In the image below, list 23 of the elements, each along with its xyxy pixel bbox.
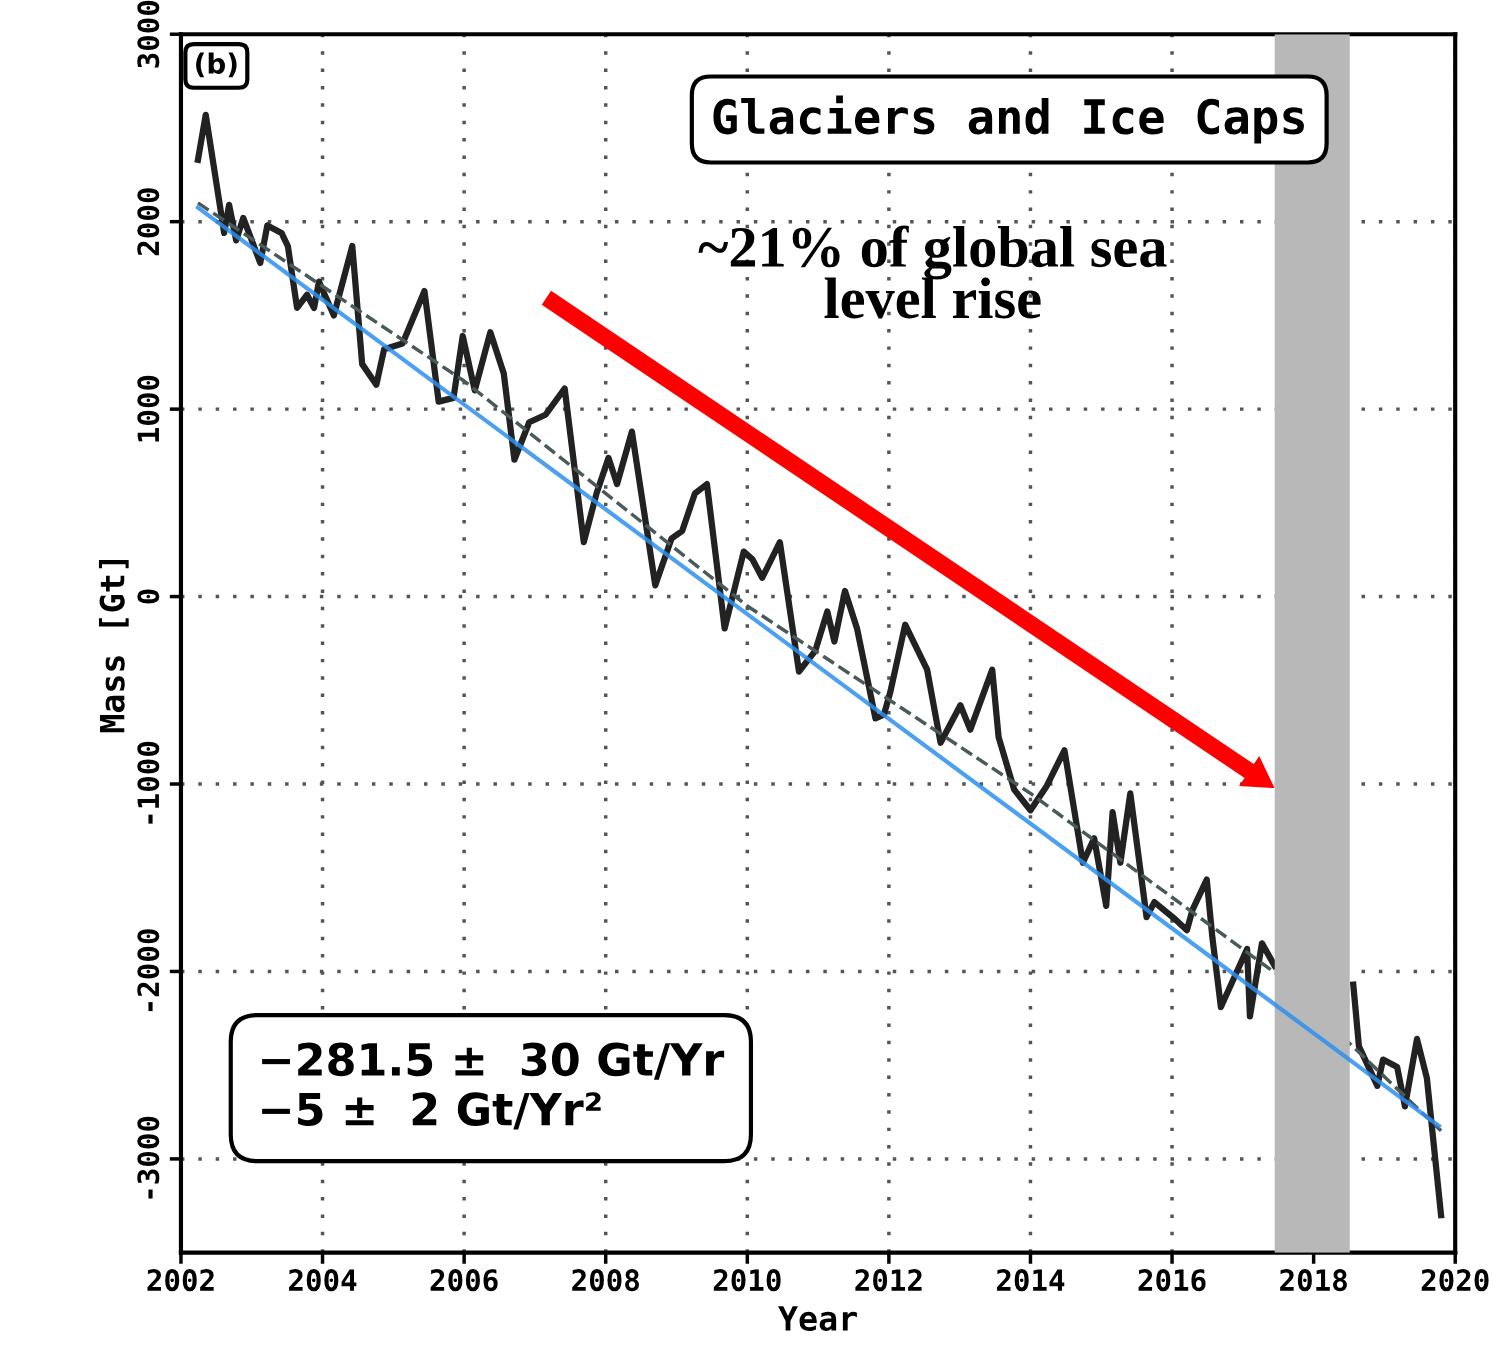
annotation: −281.5 ± 30 Gt/Yr −5 ± 2 Gt/Yr² [262, 1042, 725, 1130]
x-tick-label: 2018 [1280, 1269, 1347, 1292]
x-tick-label: 2016 [1138, 1269, 1206, 1292]
y-tick-label: 0 [137, 589, 160, 604]
y-tick-label: -2000 [137, 929, 160, 1012]
x-tick-label: 2008 [572, 1269, 639, 1292]
annotation: (b) [196, 52, 237, 78]
x-tick-label: 2020 [1421, 1269, 1489, 1292]
y-axis-title: Mass [Gt] [98, 559, 129, 733]
x-axis-title: Year [778, 1306, 857, 1331]
x-tick-label: 2006 [430, 1269, 498, 1292]
x-tick-label: 2012 [855, 1269, 922, 1292]
x-tick-label: 2014 [996, 1269, 1065, 1292]
x-tick-label: 2004 [289, 1269, 357, 1292]
y-tick-label: 3000 [137, 0, 160, 68]
y-tick-label: 2000 [137, 188, 160, 256]
y-tick-label: 1000 [137, 375, 160, 442]
annotation: ~21% of global sea level rise [698, 225, 1167, 319]
y-tick-label: -3000 [137, 1116, 160, 1199]
x-tick-label: 2010 [713, 1269, 781, 1292]
y-tick-label: -1000 [137, 741, 160, 824]
annotation: Glaciers and Ice Caps [713, 95, 1304, 144]
x-tick-label: 2002 [147, 1269, 214, 1292]
